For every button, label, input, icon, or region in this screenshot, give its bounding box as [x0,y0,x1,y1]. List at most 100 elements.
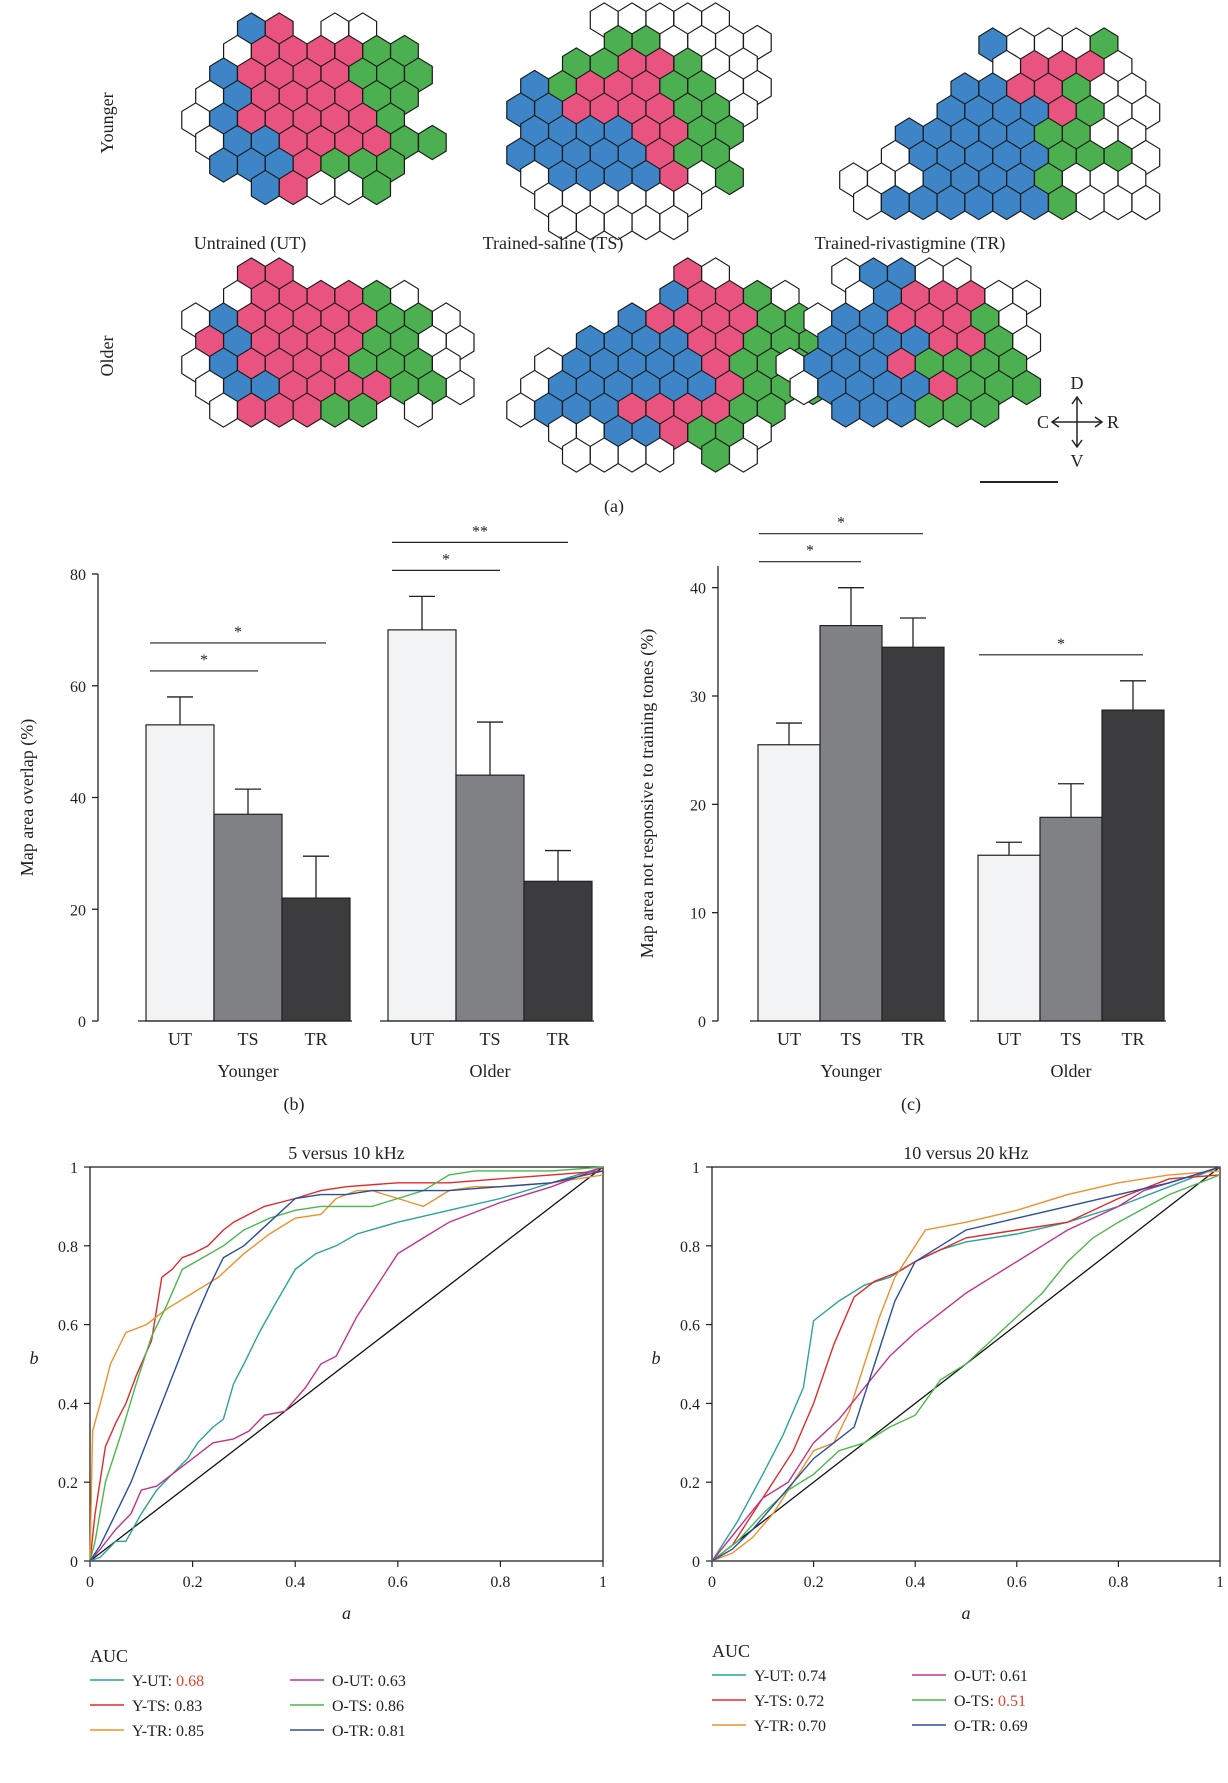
error-bar [235,788,261,815]
x-tick-label: 0.2 [183,1574,203,1591]
x-tick-label: 0.4 [905,1574,925,1591]
map-hex [362,169,392,206]
y-tick-label: 0 [692,1554,700,1571]
chart-b-map-area-overlap: 0 20 40 60 80 Map area overlap (%) UT TS TR Young… [17,523,594,1081]
group-label: Older [470,1061,511,1081]
legend-entry: Y-TR: 0.85 [132,1723,204,1740]
group-label: Younger [217,1061,278,1081]
legend-series-name: O-TS [332,1698,368,1715]
legend-auc-value: 0.81 [378,1723,406,1740]
legend-auc-value: 0.61 [1000,1668,1028,1685]
legend-auc-value: 0.51 [998,1693,1026,1710]
roc-curve-o-ts [711,1174,1221,1562]
map-hex [659,204,689,241]
y-axis-label: b [30,1348,39,1368]
error-bar [776,722,802,745]
legend-colon: : [168,1673,176,1690]
legend-colon: : [168,1723,176,1740]
y-tick-label: 0.2 [58,1475,78,1492]
legend-entry: Y-UT: 0.74 [754,1668,826,1685]
plot-frame [89,1166,604,1562]
compass-rostral: R [1107,412,1119,432]
map-hex [445,369,475,406]
x-tick-label: 1 [1216,1574,1224,1591]
roc-curve-o-tr [89,1170,604,1562]
map-hex [403,392,433,428]
y-tick-label: 0.8 [680,1239,700,1256]
y-tick-label: 30 [690,689,706,706]
chart-c-nonresponsive-area: 0 10 20 30 40 Map area not responsive to trai… [637,515,1166,1081]
error-bar [996,841,1022,856]
significance-mark: * [442,551,450,568]
legend-auc-value: 0.83 [174,1698,202,1715]
compass-dorsal: D [1071,373,1084,393]
bar [1039,816,1103,1022]
roc-curve-o-tr [711,1166,1221,1562]
category-label: TS [479,1029,500,1049]
y-tick-label: 0.4 [680,1396,700,1413]
legend-colon: : [790,1718,798,1735]
y-tick-label: 0 [78,1014,86,1031]
category-label: UT [168,1029,192,1049]
roc-curve-y-ut [89,1166,604,1562]
y-tick-label: 1 [692,1160,700,1177]
legend-series-name: Y-TR [132,1723,168,1740]
legend-title: AUC [712,1641,750,1661]
y-tick-label: 0.4 [58,1396,78,1413]
legend-colon: : [991,1668,999,1685]
y-tick-label: 60 [70,679,86,696]
column-label-ut: Untrained (UT) [194,233,306,254]
legend-series-name: Y-UT [754,1668,791,1685]
legend-entry: O-TR: 0.69 [954,1718,1028,1735]
legend-series-name: Y-TR [754,1718,790,1735]
group-label: Younger [820,1061,881,1081]
error-bar [167,696,193,725]
significance-mark: ** [472,523,488,540]
legend-entry: Y-TS: 0.72 [754,1693,824,1710]
category-label: TS [1060,1029,1081,1049]
legend-entry: Y-UT: 0.68 [132,1673,204,1690]
error-bar [477,721,503,776]
bar [523,880,593,1022]
legend-auc-value: 0.69 [1000,1718,1028,1735]
legend-colon: : [369,1723,377,1740]
y-axis-label: b [652,1348,661,1368]
bar [819,624,883,1022]
category-label: TR [546,1029,569,1049]
y-tick-label: 0 [70,1554,78,1571]
category-label: TS [237,1029,258,1049]
y-axis-label: Map area overlap (%) [17,719,38,876]
category-label: UT [777,1029,801,1049]
legend-auc-value: 0.63 [378,1673,406,1690]
map-hex [728,437,758,473]
significance-mark: * [1057,636,1065,653]
map-hex [970,392,1000,428]
y-tick-label: 0.6 [680,1318,700,1335]
legend-colon: : [990,1693,998,1710]
legend-series-name: O-TR [332,1723,370,1740]
compass-ventral: V [1071,451,1084,471]
x-tick-label: 0 [708,1574,716,1591]
significance-bracket: * [759,543,861,563]
significance-bracket: * [392,551,500,571]
legend-entry: O-TR: 0.81 [332,1723,406,1740]
y-tick-label: 40 [690,581,706,598]
x-tick-label: 0.8 [1108,1574,1128,1591]
legend-colon: : [991,1718,999,1735]
significance-mark: * [806,543,814,560]
x-tick-label: 0.4 [285,1574,305,1591]
significance-bracket: ** [392,523,568,543]
significance-mark: * [200,652,208,669]
legend-entry: O-UT: 0.61 [954,1668,1028,1685]
error-bar [1120,680,1146,711]
x-tick-label: 1 [599,1574,607,1591]
caption-c: (c) [901,1094,921,1115]
y-tick-label: 0.8 [58,1239,78,1256]
y-tick-label: 40 [70,791,86,808]
category-label: UT [410,1029,434,1049]
roc-curve-y-ts [711,1174,1221,1562]
bar [881,646,945,1022]
legend-auc-value: 0.72 [796,1693,824,1710]
category-label: TS [840,1029,861,1049]
